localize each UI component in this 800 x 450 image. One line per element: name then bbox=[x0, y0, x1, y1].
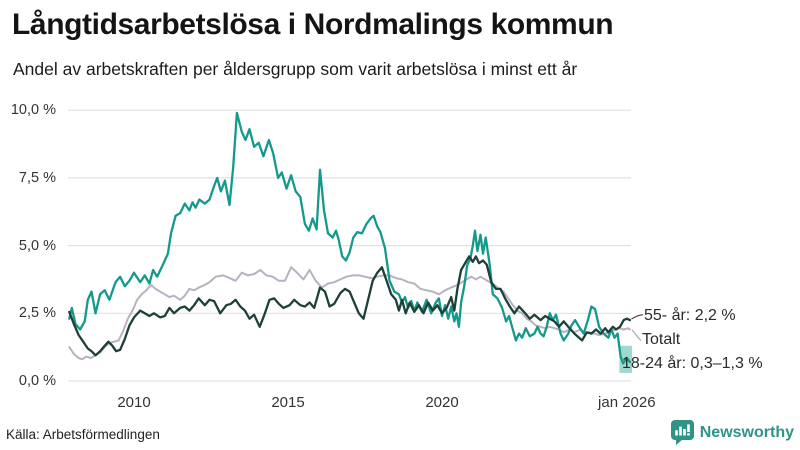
x-axis-tick-label: 2015 bbox=[271, 394, 305, 411]
x-axis-tick-label: jan 2026 bbox=[598, 394, 656, 411]
y-axis-tick-label: 2,5 % bbox=[18, 305, 56, 322]
series-end-label-55-ar: 55- år: 2,2 % bbox=[644, 307, 736, 324]
y-axis-tick-label: 0,0 % bbox=[18, 373, 56, 389]
series-line-18-24-r bbox=[68, 111, 632, 365]
end-label-connector-totalt bbox=[631, 329, 642, 341]
newsworthy-wordmark: Newsworthy bbox=[699, 423, 794, 441]
x-axis-tick-label: 2020 bbox=[425, 394, 459, 411]
series-end-label-18-24-ar: 18-24 år: 0,3–1,3 % bbox=[622, 355, 763, 372]
y-axis-tick-label: 7,5 % bbox=[18, 169, 56, 186]
y-axis-tick-label: 5,0 % bbox=[18, 237, 56, 254]
newsworthy-icon bbox=[670, 420, 694, 445]
page-title: Långtidsarbetslösa i Nordmalings kommun bbox=[12, 8, 614, 41]
x-axis-tick-label: 2010 bbox=[117, 394, 151, 411]
source-note: Källa: Arbetsförmedlingen bbox=[6, 427, 160, 442]
chart-subtitle: Andel av arbetskraften per åldersgrupp s… bbox=[13, 59, 578, 79]
y-axis-tick-label: 10,0 % bbox=[10, 102, 56, 119]
series-end-label-totalt: Totalt bbox=[642, 331, 681, 348]
end-label-connector-55 bbox=[631, 314, 644, 320]
newsworthy-logo[interactable]: Newsworthy bbox=[670, 420, 794, 445]
series-line-55-r bbox=[68, 255, 632, 357]
